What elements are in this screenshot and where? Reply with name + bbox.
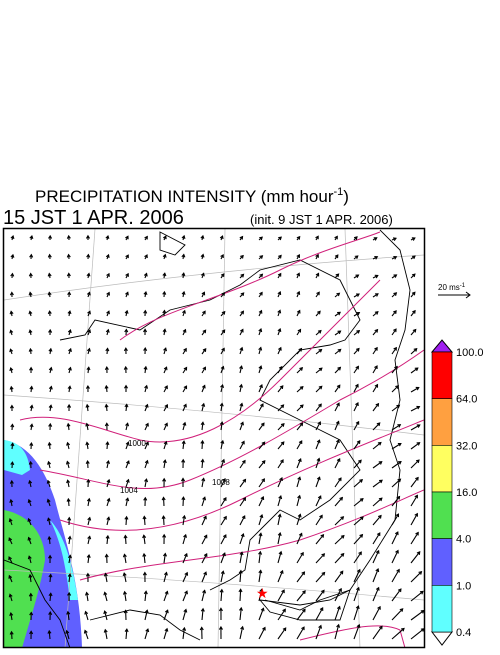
colorbar-segment [432,585,452,632]
wind-arrow [411,629,424,639]
wind-arrow [411,495,417,506]
colorbar-segment [432,445,452,492]
wind-arrow [316,535,323,544]
wind-arrow [297,405,303,411]
wind-arrow [392,462,401,468]
wind-scale-text: 20 ms [438,283,460,292]
isobars [20,232,424,648]
wind-arrow [411,572,421,582]
wind-scale-label: 20 ms-1 [438,283,466,292]
title-close: ) [343,187,349,206]
wind-arrow [411,611,424,620]
wind-arrow [392,589,401,601]
wind-arrow [373,498,382,506]
wind-arrow [411,552,420,563]
colorbar-segment [432,539,452,586]
wind-arrow [373,443,381,449]
init-time: (init. 9 JST 1 APR. 2006) [250,212,393,227]
colorbar-label: 16.0 [456,487,477,499]
wind-scale-arrow [438,292,470,298]
wind-arrow [278,442,284,449]
wind-arrow [335,554,344,563]
colorbar-segment [432,352,452,399]
wind-arrow [316,554,324,563]
wind-arrow [335,607,340,620]
wind-arrow [411,533,418,544]
wind-arrow [373,533,380,544]
title-sup: -1 [333,186,343,198]
wind-arrow [373,423,380,430]
wind-arrow [316,515,322,525]
wind-arrow [373,516,381,525]
colorbar-segment [432,492,452,539]
colorbar: 100.0 64.0 32.0 16.0 4.0 1.0 0.4 [432,340,484,645]
wind-arrow [411,478,418,487]
wind-arrow [392,551,398,563]
location-star: ★ [256,585,269,601]
wind-scale-sup: -1 [460,283,466,289]
wind-arrow [297,572,304,582]
title: PRECIPITATION INTENSITY (mm hour-1) [35,186,349,206]
wind-arrow [297,553,303,563]
wind-arrow [392,609,403,620]
isobar-label: 1008 [212,478,230,487]
wind-arrow [373,462,382,468]
wind-arrow [354,535,362,544]
wind-arrow [297,627,304,639]
wind-arrow [278,424,284,430]
wind-arrow [297,609,305,620]
wind-arrow [354,625,359,639]
wind-arrow [316,572,325,582]
wind-arrow [354,606,358,620]
isobar-label: 1000 [128,439,146,448]
colorbar-label: 32.0 [456,440,477,452]
colorbar-label: 4.0 [456,534,471,546]
wind-arrow [373,569,378,582]
title-text: PRECIPITATION INTENSITY (mm hour [35,187,334,206]
colorbar-bottom [432,632,452,645]
wind-arrow [373,480,382,487]
colorbar-label: 1.0 [456,580,471,592]
wind-arrow [373,626,382,639]
wind-arrow [373,551,379,563]
wind-arrow [335,498,342,506]
wind-arrow [392,386,398,392]
wind-arrow [278,628,286,639]
colorbar-top [432,340,452,352]
wind-arrow [335,517,343,525]
colorbar-label: 0.4 [456,627,471,639]
valid-time: 15 JST 1 APR. 2006 [3,207,184,229]
colorbar-label: 100.0 [456,347,484,359]
colorbar-segment [432,399,452,446]
wind-arrow [335,536,344,544]
wind-arrow [335,571,343,582]
wind-arrow [411,514,417,525]
wind-arrow [316,608,323,620]
wind-arrow [259,628,265,639]
wind-arrow [392,570,399,582]
colorbar-label: 64.0 [456,394,477,406]
wind-arrow [392,479,400,487]
wind-arrow [411,443,420,449]
wind-arrow [392,532,398,544]
wind-arrow [316,626,321,639]
wind-arrow [259,461,265,468]
wind-arrow [354,499,363,506]
wind-arrow [335,478,341,487]
wind-arrow [297,591,305,601]
wind-arrow [392,444,401,449]
wind-arrow [278,590,284,601]
map-area: 1000 1004 1008 ★ [4,229,424,648]
precip-cyan [4,440,30,475]
wind-arrow [354,552,361,563]
wind-arrow [354,480,362,487]
wind-arrow [373,588,379,601]
wind-arrow [411,460,419,468]
isobar-label: 1004 [120,486,138,495]
wind-arrow [373,607,380,620]
